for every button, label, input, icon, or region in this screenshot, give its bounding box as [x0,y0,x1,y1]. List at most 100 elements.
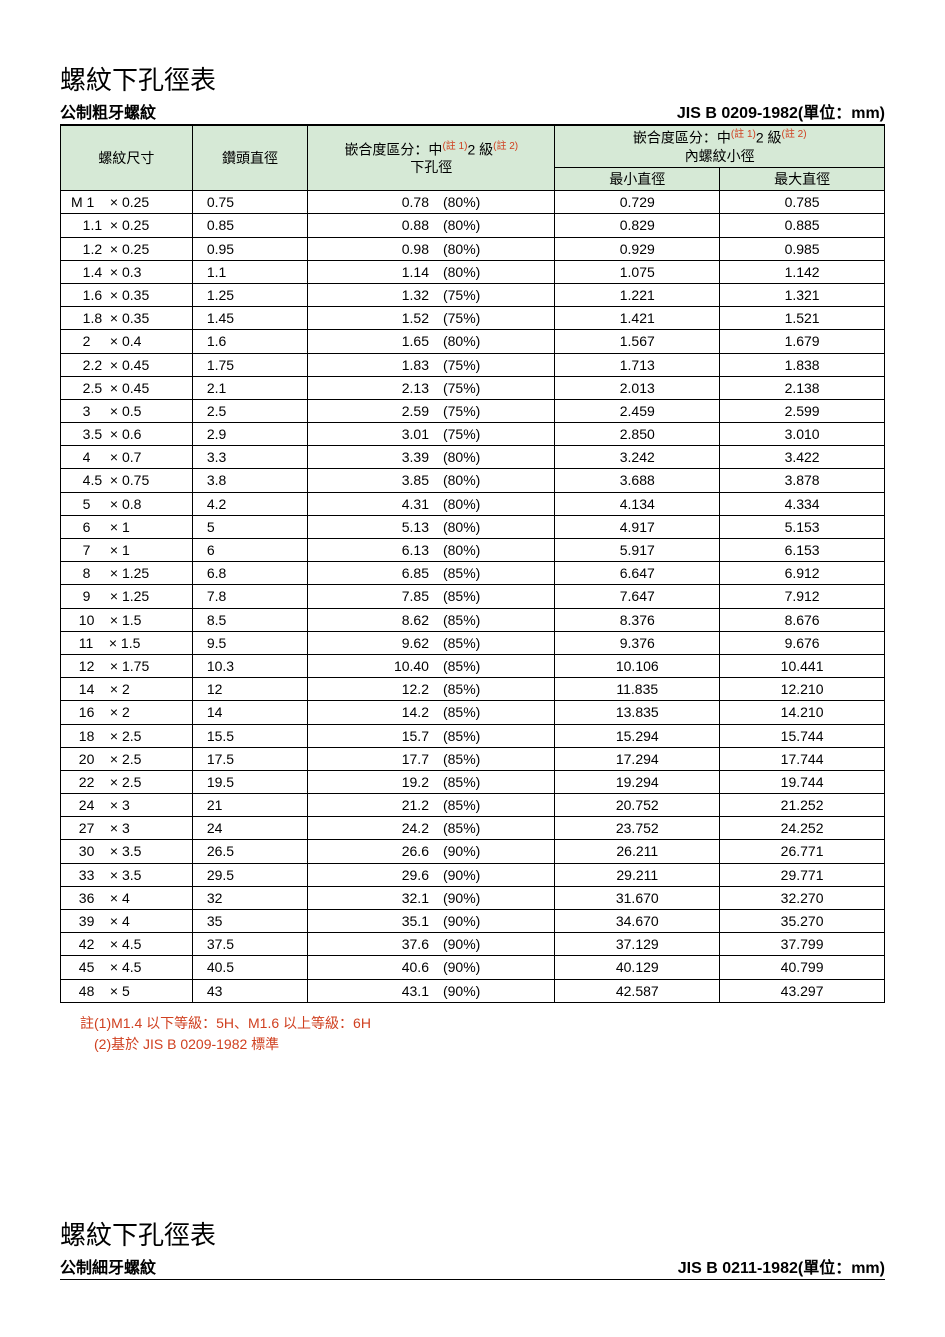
cell-min: 20.752 [555,794,720,817]
cell-pilot: 6.85(85%) [308,562,555,585]
cell-pilot: 21.2(85%) [308,794,555,817]
section1-subtitle-row: 公制粗牙螺紋 JIS B 0209-1982(單位：mm) [60,99,885,125]
cell-drill: 0.75 [192,191,307,214]
table-row: 2.5 × 0.452.12.13(75%)2.0132.138 [61,376,885,399]
pilot-percent: (75%) [443,309,537,327]
pilot-value: 37.6 [314,935,443,953]
cell-min: 9.376 [555,631,720,654]
cell-drill: 2.1 [192,376,307,399]
table-head: 螺紋尺寸 鑽頭直徑 嵌合度區分：中(註 1)2 級(註 2) 下孔徑 嵌合度區分… [61,126,885,191]
cell-min: 29.211 [555,863,720,886]
pilot-percent: (80%) [443,332,537,350]
pilot-value: 8.62 [314,611,443,629]
cell-drill: 35 [192,910,307,933]
cell-size: 1.6 × 0.35 [61,283,193,306]
footnote-2: (2)基於 JIS B 0209-1982 標準 [80,1034,885,1055]
pilot-percent: (85%) [443,611,537,629]
cell-pilot: 0.78(80%) [308,191,555,214]
table-row: 1.2 × 0.250.950.98(80%)0.9290.985 [61,237,885,260]
cell-size: 48 × 5 [61,979,193,1002]
cell-max: 2.138 [720,376,885,399]
table-row: 1.8 × 0.351.451.52(75%)1.4211.521 [61,307,885,330]
cell-min: 34.670 [555,910,720,933]
cell-drill: 19.5 [192,770,307,793]
cell-size: 2.5 × 0.45 [61,376,193,399]
pilot-percent: (85%) [443,587,537,605]
cell-drill: 1.75 [192,353,307,376]
pilot-percent: (85%) [443,657,537,675]
cell-size: M 1 × 0.25 [61,191,193,214]
table-row: 5 × 0.84.24.31(80%)4.1344.334 [61,492,885,515]
cell-pilot: 4.31(80%) [308,492,555,515]
cell-min: 3.688 [555,469,720,492]
cell-max: 15.744 [720,724,885,747]
pilot-value: 1.32 [314,286,443,304]
cell-max: 6.153 [720,539,885,562]
pilot-percent: (80%) [443,216,537,234]
cell-pilot: 14.2(85%) [308,701,555,724]
header-inner-pre: 嵌合度區分：中 [633,130,731,146]
header-sup1a: (註 1) [442,141,467,152]
pilot-value: 0.98 [314,240,443,258]
header-inner: 嵌合度區分：中(註 1)2 級(註 2) 內螺紋小徑 [555,126,885,168]
table-row: 14 × 21212.2(85%)11.83512.210 [61,678,885,701]
pilot-percent: (80%) [443,240,537,258]
table-row: 30 × 3.526.526.6(90%)26.21126.771 [61,840,885,863]
cell-size: 4 × 0.7 [61,446,193,469]
cell-size: 11 × 1.5 [61,631,193,654]
pilot-percent: (75%) [443,425,537,443]
pilot-percent: (75%) [443,286,537,304]
table-row: 6 × 155.13(80%)4.9175.153 [61,515,885,538]
header-pilot-mid: 2 級 [467,141,493,157]
cell-max: 37.799 [720,933,885,956]
cell-size: 2.2 × 0.45 [61,353,193,376]
cell-size: 9 × 1.25 [61,585,193,608]
cell-pilot: 35.1(90%) [308,910,555,933]
cell-max: 14.210 [720,701,885,724]
cell-min: 37.129 [555,933,720,956]
pilot-percent: (80%) [443,471,537,489]
cell-min: 4.134 [555,492,720,515]
table-row: 20 × 2.517.517.7(85%)17.29417.744 [61,747,885,770]
pilot-value: 32.1 [314,889,443,907]
section2-standard: JIS B 0211-1982(單位：mm) [678,1254,885,1278]
cell-min: 0.729 [555,191,720,214]
cell-min: 31.670 [555,886,720,909]
table-row: 16 × 21414.2(85%)13.83514.210 [61,701,885,724]
cell-pilot: 0.88(80%) [308,214,555,237]
pilot-percent: (80%) [443,495,537,513]
cell-size: 45 × 4.5 [61,956,193,979]
cell-size: 39 × 4 [61,910,193,933]
cell-drill: 9.5 [192,631,307,654]
cell-size: 3 × 0.5 [61,399,193,422]
cell-min: 11.835 [555,678,720,701]
cell-drill: 6.8 [192,562,307,585]
cell-max: 10.441 [720,654,885,677]
cell-drill: 8.5 [192,608,307,631]
cell-drill: 0.95 [192,237,307,260]
pilot-value: 40.6 [314,958,443,976]
cell-min: 26.211 [555,840,720,863]
cell-size: 5 × 0.8 [61,492,193,515]
cell-max: 40.799 [720,956,885,979]
header-sup1b: (註 1) [731,129,756,140]
table-row: 1.6 × 0.351.251.32(75%)1.2211.321 [61,283,885,306]
table-row: 2 × 0.41.61.65(80%)1.5671.679 [61,330,885,353]
cell-pilot: 37.6(90%) [308,933,555,956]
cell-min: 15.294 [555,724,720,747]
cell-size: 4.5 × 0.75 [61,469,193,492]
cell-min: 23.752 [555,817,720,840]
cell-size: 33 × 3.5 [61,863,193,886]
table-row: 33 × 3.529.529.6(90%)29.21129.771 [61,863,885,886]
pilot-percent: (75%) [443,379,537,397]
cell-pilot: 15.7(85%) [308,724,555,747]
cell-size: 12 × 1.75 [61,654,193,677]
cell-pilot: 8.62(85%) [308,608,555,631]
table-row: 10 × 1.58.58.62(85%)8.3768.676 [61,608,885,631]
pilot-value: 14.2 [314,703,443,721]
cell-drill: 21 [192,794,307,817]
cell-max: 8.676 [720,608,885,631]
pilot-percent: (90%) [443,889,537,907]
cell-drill: 10.3 [192,654,307,677]
pilot-percent: (90%) [443,866,537,884]
